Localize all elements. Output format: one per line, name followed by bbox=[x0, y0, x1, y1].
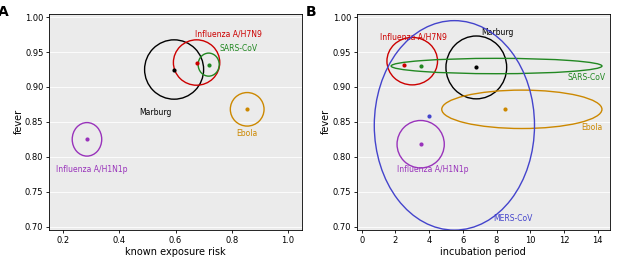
X-axis label: incubation period: incubation period bbox=[440, 247, 526, 257]
Text: Influenza A/H1N1p: Influenza A/H1N1p bbox=[397, 165, 468, 174]
Text: Influenza A/H7N9: Influenza A/H7N9 bbox=[195, 29, 262, 38]
X-axis label: known exposure risk: known exposure risk bbox=[125, 247, 226, 257]
Y-axis label: fever: fever bbox=[321, 109, 331, 134]
Y-axis label: fever: fever bbox=[14, 109, 23, 134]
Text: B: B bbox=[306, 5, 317, 19]
Text: MERS-CoV: MERS-CoV bbox=[493, 214, 532, 223]
Text: Marburg: Marburg bbox=[139, 108, 172, 117]
Text: Ebola: Ebola bbox=[236, 129, 258, 138]
Text: Influenza A/H7N9: Influenza A/H7N9 bbox=[380, 33, 447, 42]
Text: SARS-CoV: SARS-CoV bbox=[220, 44, 258, 53]
Text: Marburg: Marburg bbox=[481, 28, 514, 37]
Text: Influenza A/H1N1p: Influenza A/H1N1p bbox=[56, 165, 128, 174]
Text: SARS-CoV: SARS-CoV bbox=[568, 73, 605, 82]
Text: Ebola: Ebola bbox=[581, 123, 602, 132]
Text: A: A bbox=[0, 5, 9, 19]
